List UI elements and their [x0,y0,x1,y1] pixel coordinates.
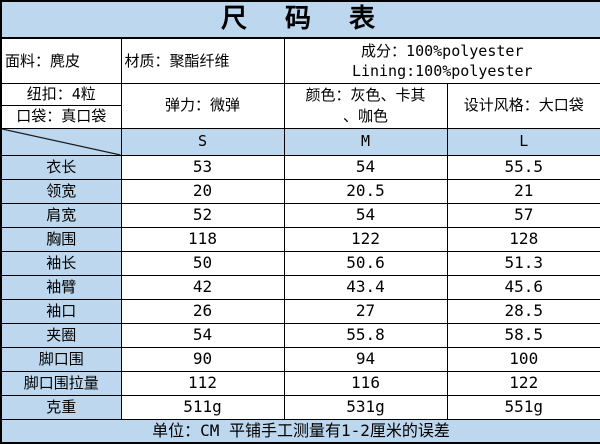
value-m: 54 [283,202,448,228]
pocket-cell: 口袋：真口袋 [0,104,122,129]
value-l: 122 [446,370,600,396]
value-m: 531g [283,394,448,420]
row-label: 肩宽 [0,202,122,228]
table-row: 衣长 53 54 55.5 [0,154,600,180]
value-l: 128 [446,226,600,252]
value-m: 94 [283,346,448,372]
value-l: 51.3 [446,250,600,276]
footer-note: 单位：CM 平铺手工测量有1-2厘米的误差 [0,418,600,444]
material-cell: 材质：聚酯纤维 [120,37,285,84]
table-row: 脚口围 90 94 100 [0,346,600,372]
value-s: 511g [120,394,285,420]
row-label: 领宽 [0,178,122,204]
table-row: 袖臂 42 43.4 45.6 [0,274,600,300]
value-s: 50 [120,250,285,276]
value-m: 116 [283,370,448,396]
value-s: 118 [120,226,285,252]
value-s: 90 [120,346,285,372]
style-cell: 设计风格：大口袋 [446,82,600,129]
table-row: 袖口 26 27 28.5 [0,298,600,324]
fabric-cell: 面料：麂皮 [0,37,122,84]
diagonal-line-icon [2,129,121,155]
value-m: 27 [283,298,448,324]
size-header-m: M [283,127,448,156]
page-title: 尺 码 表 [0,0,600,40]
row-label: 脚口围 [0,346,122,372]
value-m: 50.6 [283,250,448,276]
value-l: 100 [446,346,600,372]
value-s: 42 [120,274,285,300]
row-label: 胸围 [0,226,122,252]
row-label: 衣长 [0,154,122,180]
table-row: 领宽 20 20.5 21 [0,178,600,204]
color-line1: 颜色：灰色、卡其 [305,86,426,105]
table-row: 肩宽 52 54 57 [0,202,600,228]
value-m: 55.8 [283,322,448,348]
row-label: 袖长 [0,250,122,276]
table-row: 袖长 50 50.6 51.3 [0,250,600,276]
size-axis-cell [0,127,122,156]
value-l: 45.6 [446,274,600,300]
value-s: 26 [120,298,285,324]
value-l: 58.5 [446,322,600,348]
color-line2: 、咖色 [342,106,388,125]
row-label: 克重 [0,394,122,420]
row-label: 袖臂 [0,274,122,300]
row-label: 脚口围拉量 [0,370,122,396]
value-m: 43.4 [283,274,448,300]
value-s: 52 [120,202,285,228]
value-l: 551g [446,394,600,420]
value-m: 20.5 [283,178,448,204]
buttons-cell: 纽扣：4粒 [0,82,122,106]
value-s: 112 [120,370,285,396]
value-s: 20 [120,178,285,204]
value-s: 54 [120,322,285,348]
value-l: 55.5 [446,154,600,180]
table-row: 克重 511g 531g 551g [0,394,600,420]
size-header-s: S [120,127,285,156]
composition-line1: 成分：100%polyester [361,41,524,60]
value-l: 28.5 [446,298,600,324]
table-row: 脚口围拉量 112 116 122 [0,370,600,396]
color-cell: 颜色：灰色、卡其 、咖色 [283,82,448,129]
table-row: 夹圈 54 55.8 58.5 [0,322,600,348]
value-l: 21 [446,178,600,204]
value-l: 57 [446,202,600,228]
value-s: 53 [120,154,285,180]
elasticity-cell: 弹力：微弹 [120,82,285,129]
row-label: 袖口 [0,298,122,324]
value-m: 54 [283,154,448,180]
value-m: 122 [283,226,448,252]
composition-line2: Lining:100%polyester [351,61,533,80]
size-header-l: L [446,127,600,156]
row-label: 夹圈 [0,322,122,348]
composition-cell: 成分：100%polyester Lining:100%polyester [283,37,600,84]
table-row: 胸围 118 122 128 [0,226,600,252]
